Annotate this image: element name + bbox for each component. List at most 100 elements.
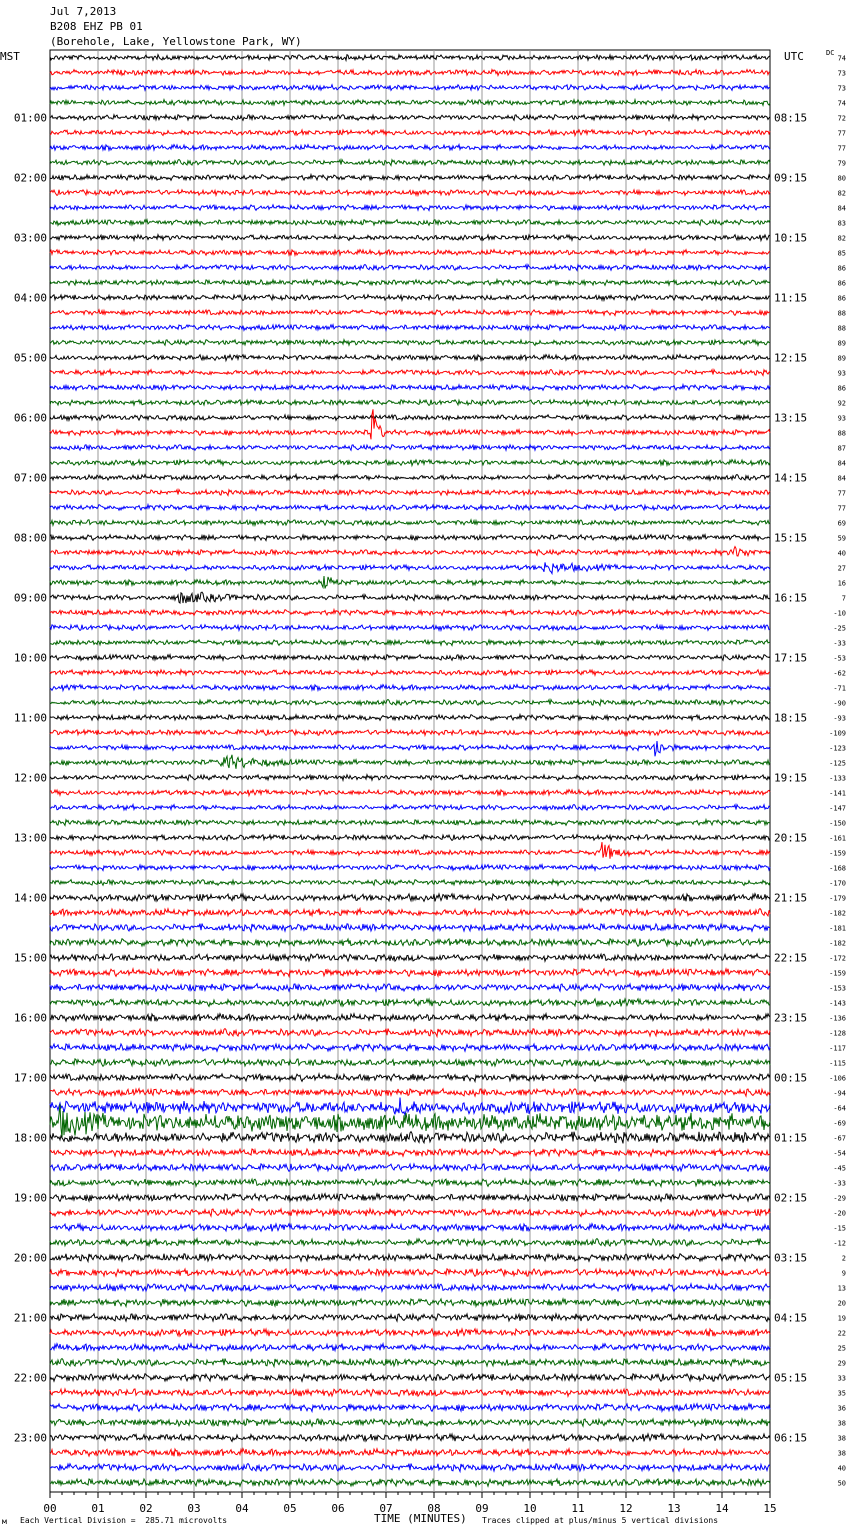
mst-hour-label: 17:00	[14, 1072, 47, 1085]
dc-offset-value: -133	[829, 775, 846, 783]
seismic-trace	[49, 322, 771, 332]
dc-offset-value: -109	[829, 730, 846, 738]
seismic-trace	[49, 188, 771, 198]
x-tick-label: 04	[235, 1502, 249, 1515]
x-tick-label: 01	[91, 1502, 104, 1515]
seismic-trace	[49, 1042, 771, 1053]
dc-offset-value: 2	[842, 1255, 846, 1263]
dc-offset-value: 82	[838, 235, 846, 243]
right-timezone-label: UTC	[784, 50, 804, 63]
mst-hour-label: 15:00	[14, 952, 47, 965]
seismic-trace	[49, 518, 771, 528]
seismic-trace	[49, 1372, 771, 1383]
x-tick-label: 03	[187, 1502, 200, 1515]
seismic-trace	[49, 247, 771, 258]
seismic-trace	[49, 833, 771, 843]
seismic-trace	[49, 1057, 771, 1069]
dc-label: DC	[826, 49, 835, 57]
utc-hour-label: 19:15	[774, 772, 807, 785]
x-tick-label: 10	[523, 1502, 536, 1515]
seismic-trace	[49, 623, 771, 633]
x-tick-label: 13	[667, 1502, 680, 1515]
utc-hour-label: 13:15	[774, 412, 807, 425]
station-code: B208 EHZ PB 01	[50, 20, 143, 33]
dc-offset-value: 7	[842, 595, 846, 603]
x-tick-label: 12	[619, 1502, 632, 1515]
dc-offset-value: 29	[838, 1360, 846, 1368]
utc-hour-label: 03:15	[774, 1252, 807, 1265]
station-location: (Borehole, Lake, Yellowstone Park, WY)	[50, 35, 302, 48]
dc-offset-value: 22	[838, 1330, 846, 1338]
dc-offset-value: -33	[833, 1180, 846, 1188]
dc-offset-value: -69	[833, 1120, 846, 1128]
corner-mark: м	[2, 1517, 7, 1526]
x-tick-label: 06	[331, 1502, 344, 1515]
dc-offset-value: -147	[829, 805, 846, 813]
dc-offset-value: 92	[838, 400, 846, 408]
dc-offset-value: -93	[833, 715, 846, 723]
dc-offset-value: 88	[838, 325, 846, 333]
dc-offset-value: 86	[838, 280, 846, 288]
seismic-trace	[49, 754, 771, 769]
dc-offset-value: 89	[838, 355, 846, 363]
seismic-trace	[49, 1147, 771, 1158]
dc-offset-value: 73	[838, 85, 846, 93]
dc-offset-value: -136	[829, 1015, 846, 1023]
dc-offset-value: -20	[833, 1210, 846, 1218]
dc-offset-value: -161	[829, 835, 846, 843]
dc-offset-value: 13	[838, 1285, 846, 1293]
dc-offset-value: 69	[838, 520, 846, 528]
clip-note: Traces clipped at plus/minus 5 vertical …	[482, 1516, 719, 1525]
seismic-trace	[49, 952, 771, 964]
seismic-trace	[49, 967, 771, 979]
mst-hour-label: 06:00	[14, 412, 47, 425]
mst-hour-label: 11:00	[14, 712, 47, 725]
seismic-trace	[49, 1097, 771, 1117]
dc-offset-value: 38	[838, 1420, 846, 1428]
dc-offset-value: -10	[833, 610, 846, 618]
dc-offset-value: -153	[829, 985, 846, 993]
x-tick-label: 07	[379, 1502, 392, 1515]
seismic-trace	[49, 1432, 771, 1443]
dc-offset-value: 83	[838, 220, 846, 228]
dc-offset-value: -172	[829, 955, 846, 963]
dc-offset-value: -182	[829, 910, 846, 918]
dc-offset-value: 80	[838, 175, 846, 183]
seismic-trace	[49, 472, 771, 482]
seismic-trace	[49, 981, 771, 993]
x-tick-label: 02	[139, 1502, 152, 1515]
dc-offset-value: -25	[833, 625, 846, 633]
seismic-trace	[49, 591, 771, 604]
seismic-trace	[49, 1282, 770, 1294]
seismic-trace	[49, 1011, 771, 1023]
dc-offset-value: 36	[838, 1405, 846, 1413]
mst-hour-label: 07:00	[14, 472, 47, 485]
utc-hour-label: 01:15	[774, 1132, 807, 1145]
seismic-trace	[49, 788, 771, 798]
seismic-trace	[49, 158, 771, 167]
dc-offset-value: 59	[838, 535, 846, 543]
seismic-trace	[49, 772, 771, 783]
utc-hour-label: 00:15	[774, 1072, 807, 1085]
utc-hour-label: 22:15	[774, 952, 807, 965]
dc-offset-value: 40	[838, 1465, 846, 1473]
seismic-trace	[49, 97, 771, 108]
seismic-trace	[49, 667, 771, 678]
seismic-trace	[49, 293, 771, 303]
mst-hour-label: 08:00	[14, 532, 47, 545]
utc-hour-label: 15:15	[774, 532, 807, 545]
seismic-trace	[49, 308, 771, 317]
dc-offset-value: 74	[838, 100, 846, 108]
dc-offset-value: -182	[829, 940, 846, 948]
dc-offset-value: -54	[833, 1150, 846, 1158]
seismic-trace	[49, 142, 771, 153]
dc-offset-value: 86	[838, 385, 846, 393]
seismic-trace	[49, 1357, 771, 1369]
dc-offset-value: -64	[833, 1105, 846, 1113]
seismic-trace	[49, 937, 771, 948]
seismic-trace	[49, 1072, 771, 1084]
dc-offset-value: 88	[838, 430, 846, 438]
mst-hour-label: 23:00	[14, 1432, 47, 1445]
dc-offset-value: -106	[829, 1075, 846, 1083]
utc-hour-label: 14:15	[774, 472, 807, 485]
